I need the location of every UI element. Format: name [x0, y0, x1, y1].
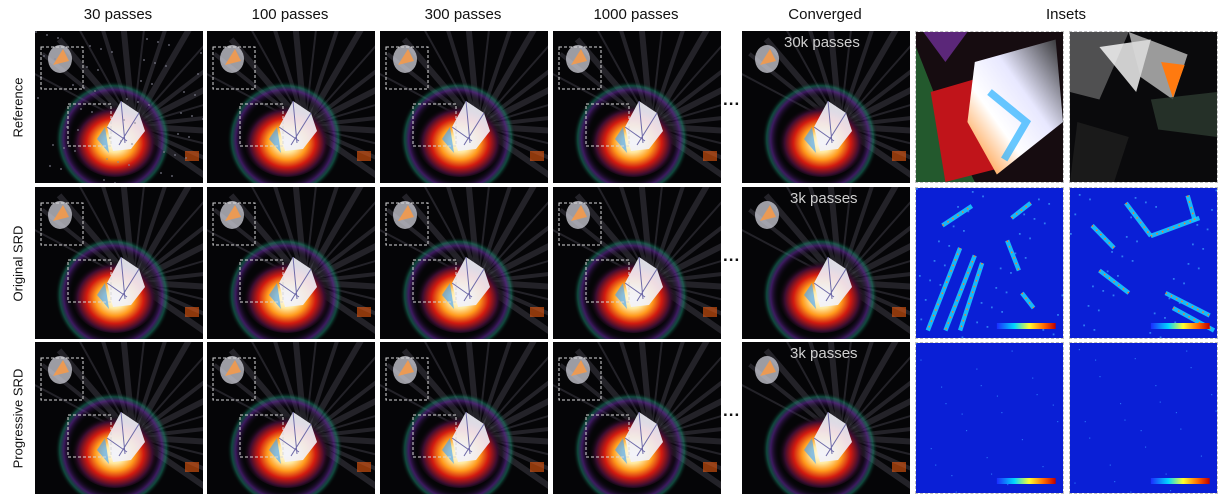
- converged-pass-count: 3k passes: [790, 190, 858, 207]
- row-label-original-srd: Original SRD: [10, 225, 26, 302]
- inset-image: [1069, 31, 1218, 183]
- converged-render-tile: 30k passes: [742, 31, 910, 183]
- row-label-progressive-srd: Progressive SRD: [10, 368, 26, 469]
- converged-render-tile: 3k passes: [742, 187, 910, 339]
- render-tile: [35, 342, 203, 494]
- render-tile: [35, 31, 203, 183]
- converged-render-tile: 3k passes: [742, 342, 910, 494]
- column-header-1000: 1000 passes: [593, 6, 679, 23]
- inset-image: [915, 342, 1064, 494]
- column-header-300: 300 passes: [424, 6, 502, 23]
- column-header-30: 30 passes: [83, 6, 153, 23]
- inset-image: [1069, 342, 1218, 494]
- render-tile: [380, 342, 548, 494]
- converged-pass-count: 30k passes: [784, 34, 860, 51]
- render-tile: [553, 31, 721, 183]
- render-tile: [380, 187, 548, 339]
- ellipsis-row-3: ...: [723, 401, 741, 420]
- render-tile: [553, 187, 721, 339]
- converged-pass-count: 3k passes: [790, 345, 858, 362]
- row-label-reference: Reference: [10, 77, 26, 138]
- column-header-converged: Converged: [788, 6, 862, 23]
- inset-image: [1069, 187, 1218, 339]
- column-header-insets: Insets: [1045, 6, 1087, 23]
- render-tile: [207, 187, 375, 339]
- render-tile: [207, 342, 375, 494]
- inset-image: [915, 187, 1064, 339]
- render-tile: [35, 187, 203, 339]
- render-tile: [553, 342, 721, 494]
- column-header-100: 100 passes: [251, 6, 329, 23]
- render-tile: [380, 31, 548, 183]
- inset-image: [915, 31, 1064, 183]
- render-tile: [207, 31, 375, 183]
- ellipsis-row-2: ...: [723, 246, 741, 265]
- ellipsis-row-1: ...: [723, 90, 741, 109]
